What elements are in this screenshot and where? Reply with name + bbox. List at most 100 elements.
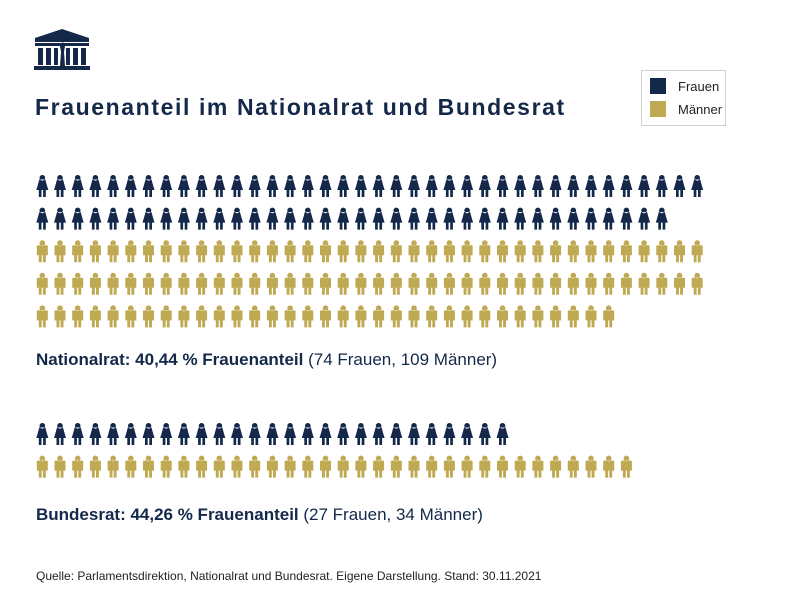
woman-icon	[425, 423, 438, 445]
man-icon	[620, 455, 632, 478]
woman-icon	[620, 207, 633, 230]
woman-icon	[478, 423, 491, 445]
man-icon	[373, 240, 385, 263]
man-icon	[249, 272, 261, 295]
man-icon	[620, 272, 632, 295]
man-icon	[514, 240, 526, 263]
woman-icon	[36, 423, 49, 445]
woman-icon	[354, 207, 367, 230]
woman-icon	[514, 175, 527, 197]
man-icon	[302, 272, 314, 295]
woman-icon	[231, 175, 243, 197]
man-icon	[231, 240, 243, 263]
man-icon	[390, 240, 402, 263]
woman-icon	[354, 175, 367, 197]
man-icon	[532, 240, 544, 263]
woman-icon	[620, 175, 633, 197]
man-icon	[550, 272, 562, 295]
woman-icon	[195, 207, 208, 230]
woman-icon	[54, 207, 66, 230]
parliament-logo-icon	[34, 29, 90, 70]
woman-icon	[248, 175, 261, 197]
legend-label-women: Frauen	[678, 78, 720, 94]
woman-icon	[266, 423, 279, 445]
man-icon	[656, 240, 668, 263]
man-icon	[125, 305, 137, 328]
man-icon	[461, 240, 473, 263]
woman-icon	[496, 423, 509, 445]
man-icon	[196, 240, 208, 263]
man-icon	[107, 305, 119, 328]
man-icon	[284, 305, 296, 328]
man-icon	[72, 305, 84, 328]
man-icon	[231, 455, 243, 478]
man-icon	[178, 240, 190, 263]
man-icon	[178, 455, 190, 478]
man-icon	[125, 455, 137, 478]
woman-icon	[337, 207, 350, 230]
woman-icon	[54, 423, 66, 445]
man-icon	[107, 455, 119, 478]
man-icon	[213, 305, 225, 328]
woman-icon	[638, 175, 651, 197]
man-icon	[585, 240, 597, 263]
woman-icon	[107, 423, 120, 445]
legend: Frauen Männer	[641, 70, 726, 126]
man-icon	[355, 272, 367, 295]
woman-icon	[443, 175, 456, 197]
man-icon	[603, 272, 615, 295]
man-icon	[89, 240, 101, 263]
woman-icon	[142, 175, 155, 197]
man-icon	[54, 455, 66, 478]
woman-icon	[36, 207, 49, 230]
man-icon	[603, 240, 615, 263]
man-icon	[408, 305, 420, 328]
woman-icon	[425, 175, 438, 197]
woman-icon	[54, 175, 66, 197]
man-icon	[320, 240, 331, 263]
woman-icon	[390, 423, 403, 445]
man-icon	[373, 272, 385, 295]
woman-icon	[89, 423, 102, 445]
woman-icon	[372, 423, 385, 445]
woman-icon	[390, 175, 403, 197]
woman-icon	[71, 175, 84, 197]
man-icon	[585, 305, 597, 328]
man-icon	[674, 272, 685, 295]
woman-icon	[567, 175, 580, 197]
woman-icon	[142, 423, 155, 445]
man-icon	[54, 272, 66, 295]
man-icon	[674, 240, 685, 263]
man-icon	[72, 240, 84, 263]
woman-icon	[408, 423, 420, 445]
woman-icon	[89, 207, 102, 230]
woman-icon	[160, 423, 173, 445]
woman-icon	[231, 423, 243, 445]
woman-icon	[496, 207, 509, 230]
man-icon	[638, 240, 650, 263]
man-icon	[266, 305, 278, 328]
man-icon	[479, 305, 491, 328]
man-icon	[443, 272, 455, 295]
woman-icon	[461, 423, 474, 445]
chart-title: Frauenanteil im Nationalrat und Bundesra…	[35, 94, 566, 120]
man-icon	[107, 272, 119, 295]
woman-icon	[124, 423, 137, 445]
woman-icon	[372, 175, 385, 197]
man-icon	[125, 240, 137, 263]
man-icon	[532, 455, 544, 478]
woman-icon	[195, 175, 208, 197]
caption-bundesrat-detail: (27 Frauen, 34 Männer)	[298, 505, 483, 524]
woman-icon	[160, 175, 173, 197]
woman-icon	[585, 207, 597, 230]
woman-icon	[177, 175, 190, 197]
man-icon	[620, 240, 632, 263]
man-icon	[143, 305, 154, 328]
woman-icon	[531, 175, 544, 197]
woman-icon	[514, 207, 527, 230]
man-icon	[355, 455, 367, 478]
legend-swatch-men	[650, 101, 666, 117]
man-icon	[461, 272, 473, 295]
caption-bundesrat-bold: Bundesrat: 44,26 % Frauenanteil	[36, 505, 299, 524]
man-icon	[408, 240, 420, 263]
